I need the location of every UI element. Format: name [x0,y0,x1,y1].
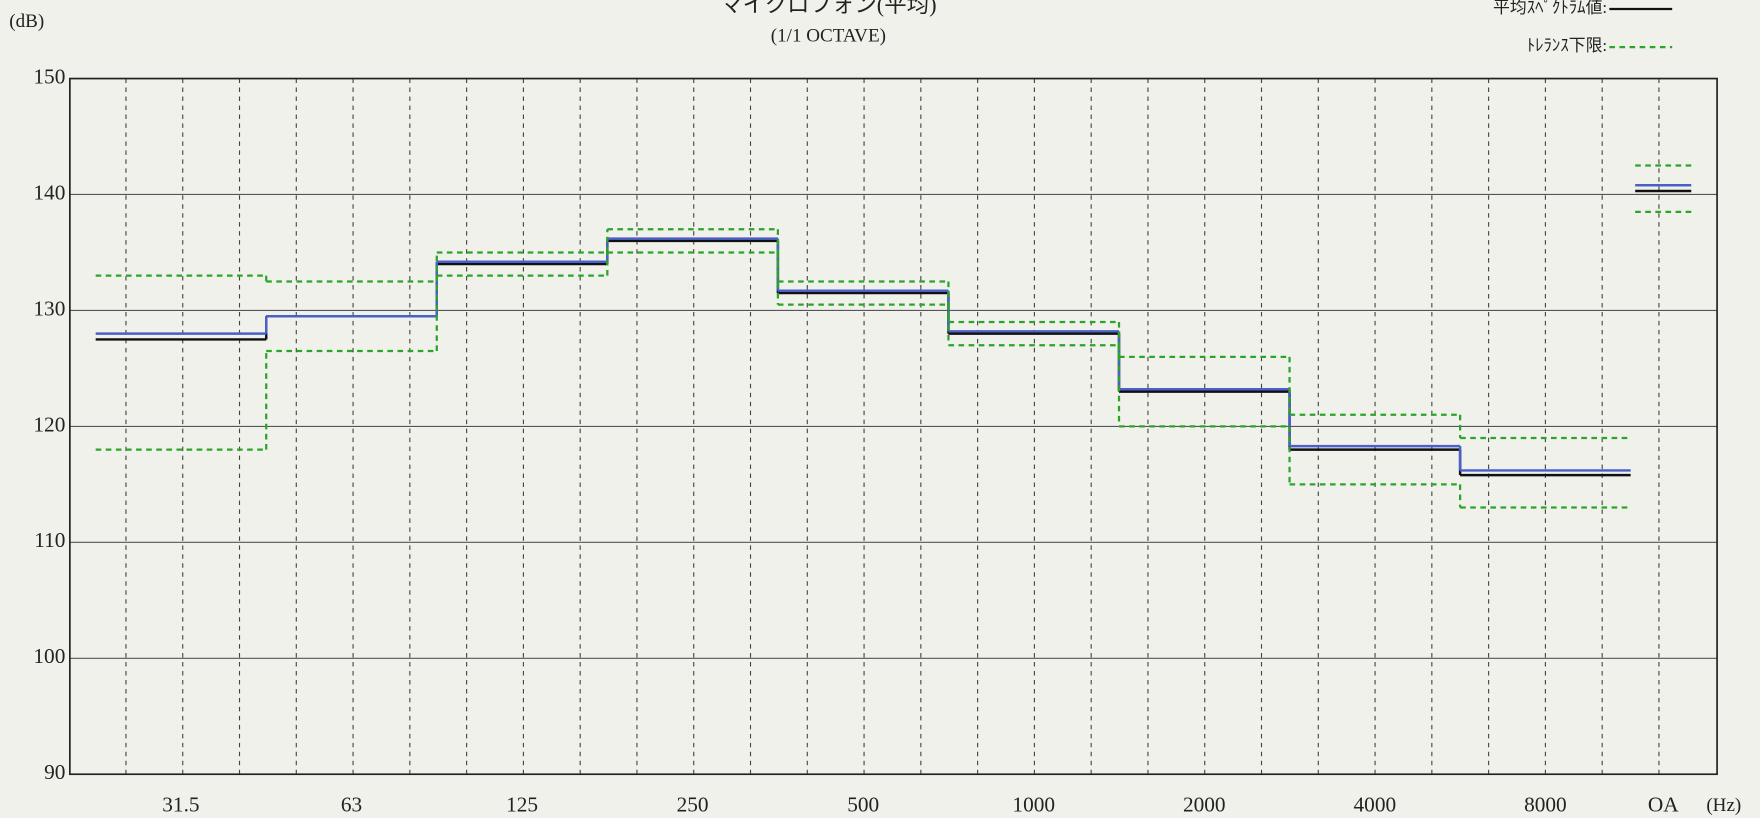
x-tick-label: 8000 [1524,793,1567,817]
x-tick-label: 4000 [1354,793,1397,817]
y-tick-label: 90 [44,760,65,784]
x-tick-label: 1000 [1012,793,1055,817]
x-tick-label: 250 [677,793,709,817]
legend-label: 平均ｽﾍﾟｸﾄﾗﾑ値: [1493,0,1607,17]
x-tick-label: 125 [506,793,538,817]
y-tick-label: 140 [33,180,65,204]
y-tick-label: 130 [33,296,65,320]
y-tick-label: 150 [33,64,65,88]
chart-subtitle: (1/1 OCTAVE) [771,25,886,46]
x-axis-label: (Hz) [1706,795,1741,816]
x-tick-label: OA [1648,793,1679,817]
y-tick-label: 120 [33,412,65,436]
y-axis-label: (dB) [9,11,44,32]
x-tick-label: 31.5 [162,793,199,817]
y-tick-label: 110 [34,528,65,552]
chart-title: マイクロフォン(平均) [720,0,936,17]
y-tick-label: 100 [33,644,65,668]
legend-label: ﾄﾚﾗﾝｽ下限: [1527,36,1607,55]
plot-frame [69,77,1718,776]
x-tick-label: 500 [847,793,879,817]
x-tick-label: 2000 [1183,793,1226,817]
x-tick-label: 63 [341,793,362,817]
